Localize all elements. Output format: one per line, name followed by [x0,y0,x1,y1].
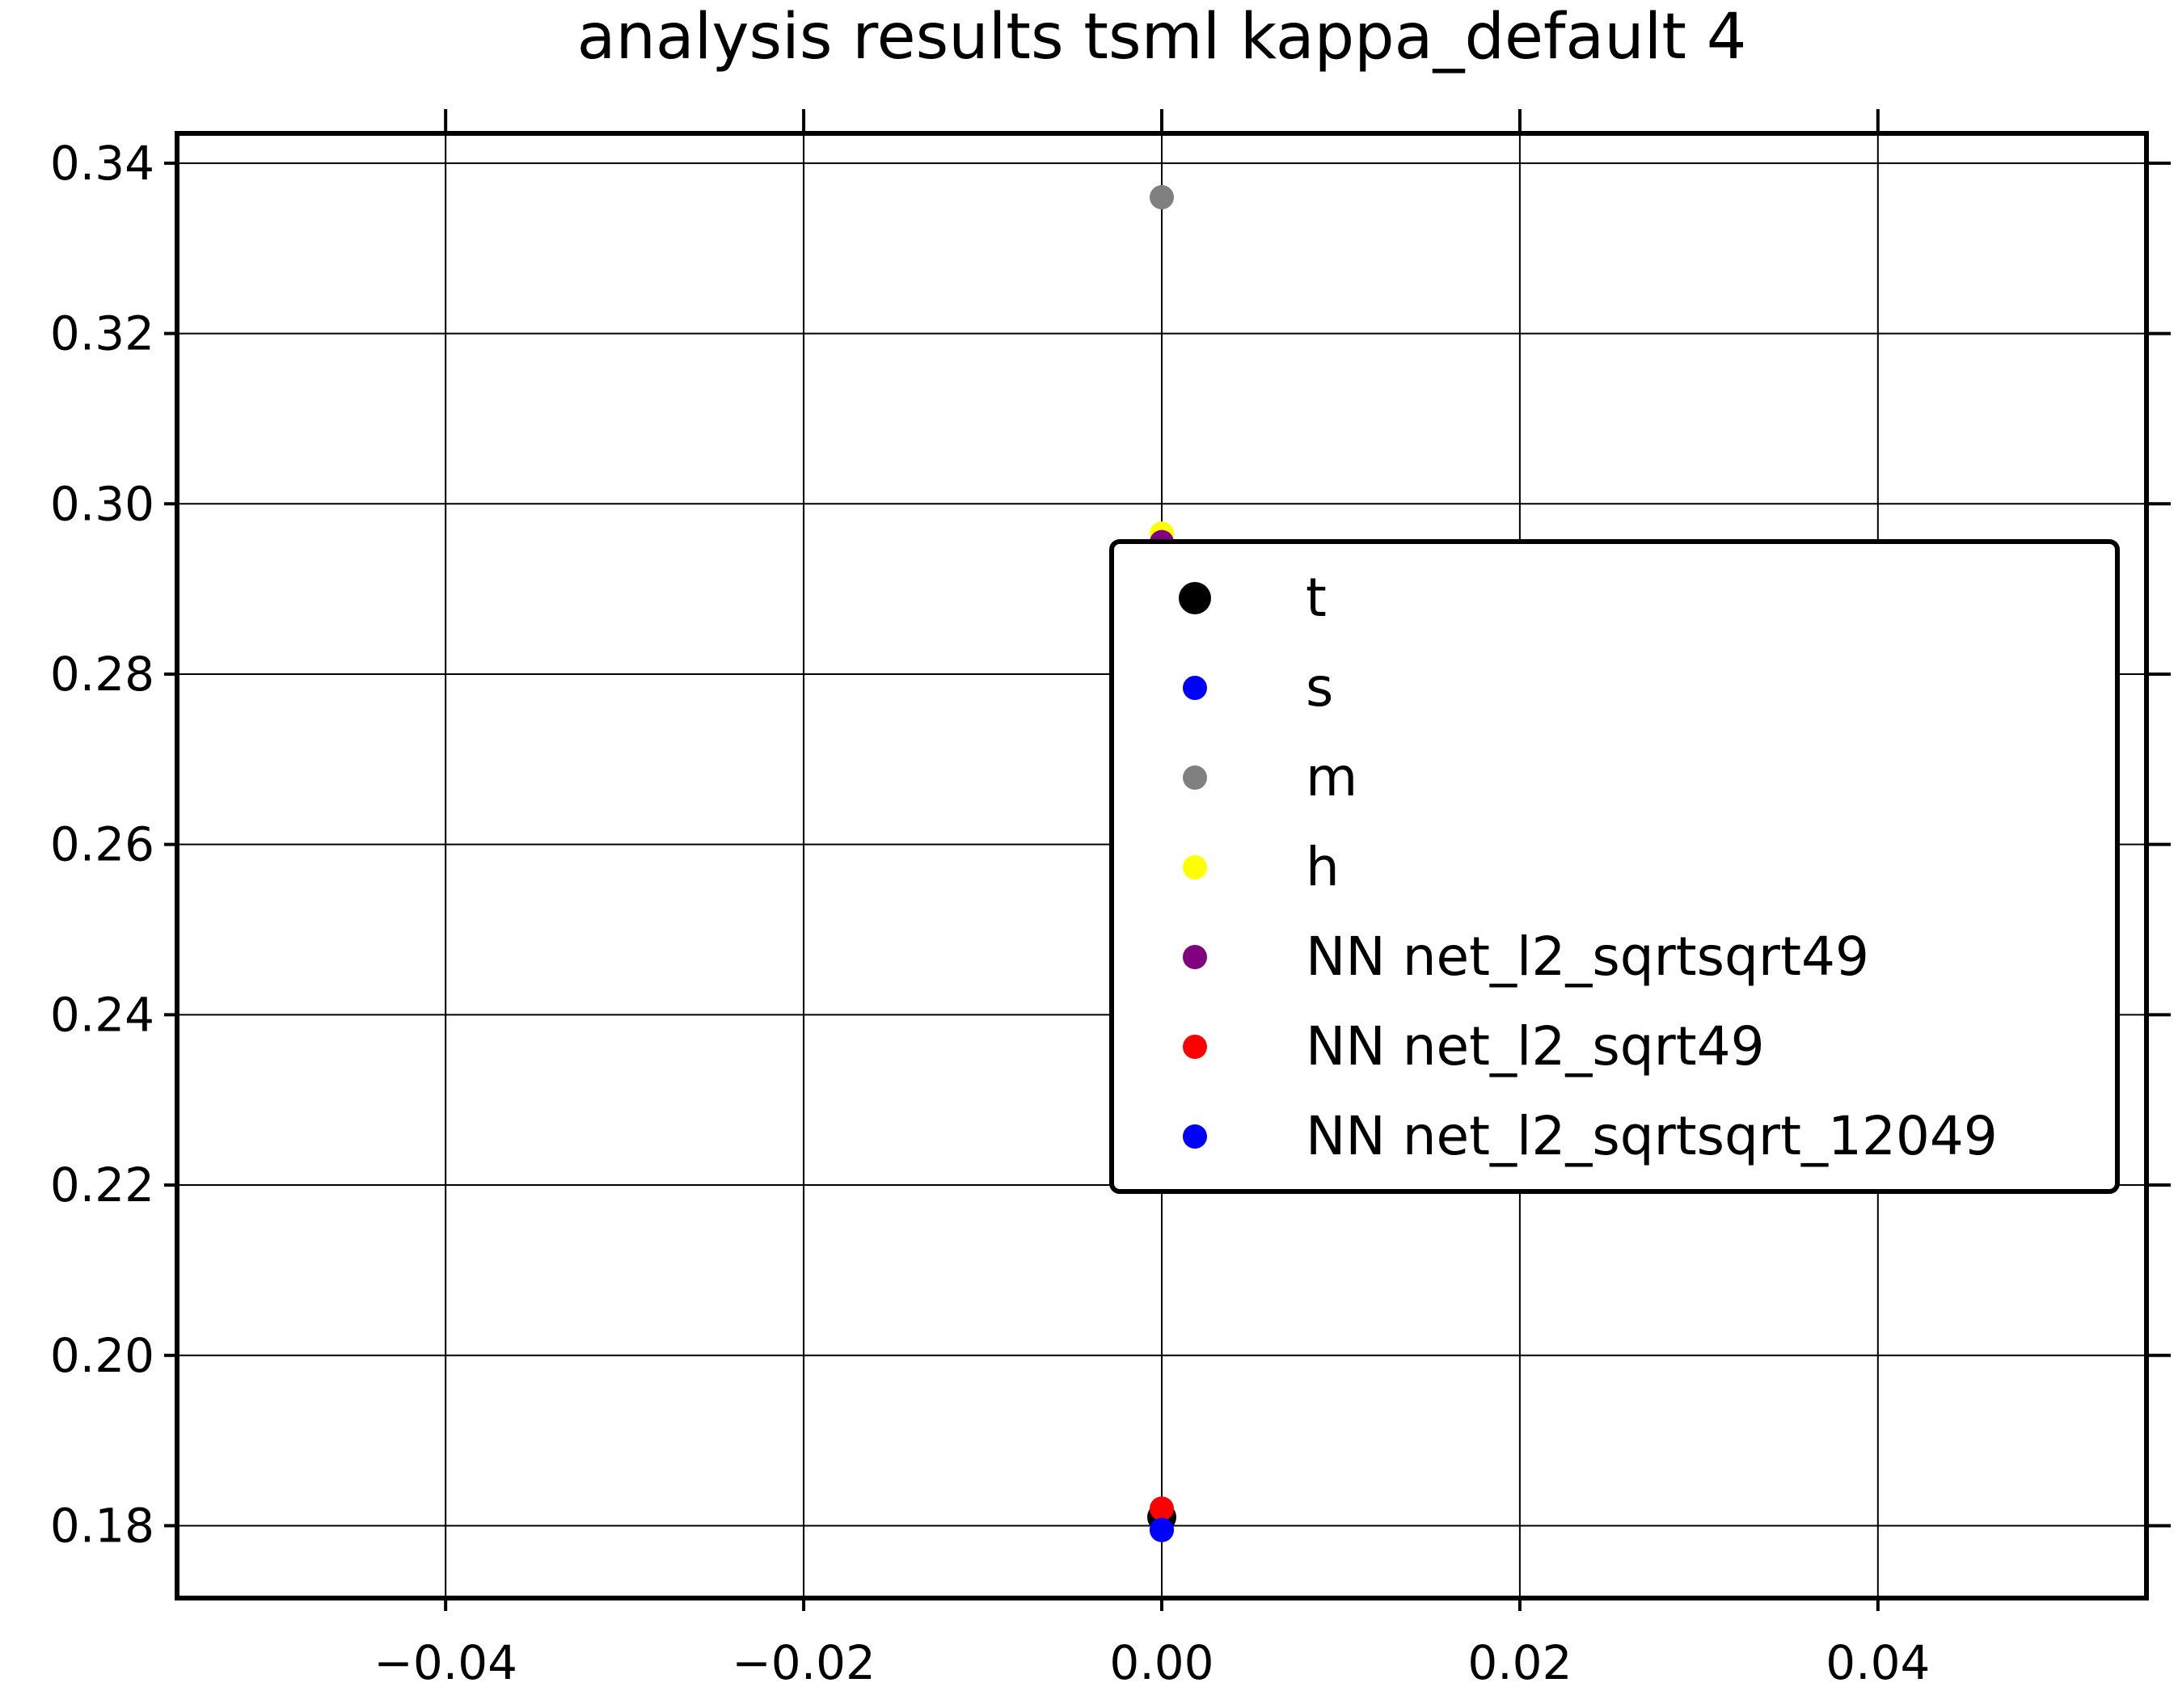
y-tick-label: 0.32 [50,306,154,361]
legend-marker-3 [1183,855,1207,879]
y-tick-label: 0.22 [50,1158,154,1212]
legend-marker-4 [1183,945,1207,969]
legend-label-4: NN net_l2_sqrtsqrt49 [1306,926,1869,988]
data-point-5 [1150,1496,1174,1521]
legend-box [1109,539,2120,1194]
x-tick-label: −0.04 [374,1635,517,1690]
y-tick-label: 0.34 [50,136,154,191]
y-tick-label: 0.30 [50,476,154,531]
y-tick-label: 0.18 [50,1498,154,1553]
x-tick-label: 0.00 [1109,1635,1214,1690]
data-point-6 [1150,1517,1174,1542]
x-tick-label: 0.04 [1826,1635,1930,1690]
legend-label-1: s [1306,656,1333,719]
chart-title: analysis results tsml kappa_default 4 [577,1,1747,74]
data-point-2 [1150,185,1174,210]
axis-ticks: −0.04 −0.02 0.00 0.02 0.04 0.18 0.20 0.22 0.24 0.… [50,109,2171,1690]
x-tick-label: −0.02 [732,1635,876,1690]
legend-marker-0 [1179,582,1211,614]
y-tick-label: 0.28 [50,647,154,702]
legend-label-0: t [1306,567,1327,629]
x-tick-label: 0.02 [1467,1635,1572,1690]
legend-marker-2 [1183,765,1207,790]
legend-label-2: m [1306,746,1357,808]
legend-marker-1 [1183,676,1207,700]
legend-label-6: NN net_l2_sqrtsqrt_12049 [1306,1105,1998,1167]
legend-marker-5 [1183,1035,1207,1059]
y-tick-label: 0.20 [50,1328,154,1383]
legend-label-3: h [1306,836,1340,898]
legend-label-5: NN net_l2_sqrt49 [1306,1015,1765,1078]
legend-marker-6 [1183,1124,1207,1149]
y-tick-label: 0.26 [50,817,154,872]
y-tick-label: 0.24 [50,987,154,1042]
